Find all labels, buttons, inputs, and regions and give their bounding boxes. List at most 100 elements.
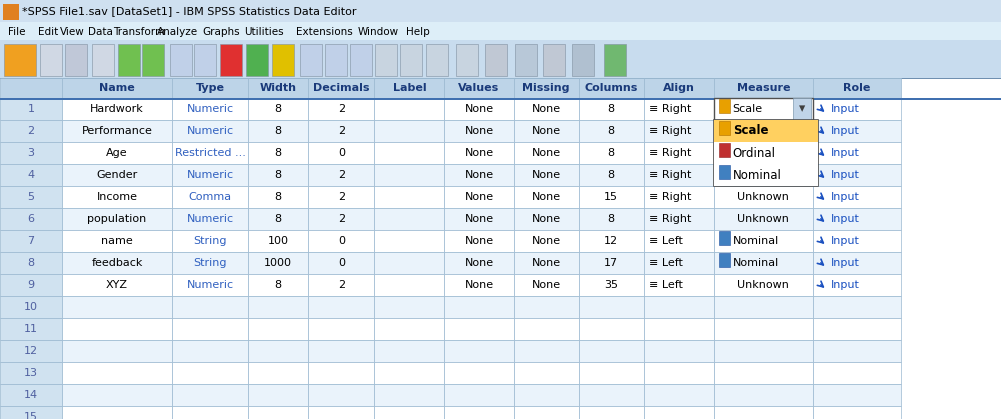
Bar xyxy=(514,340,579,362)
Bar xyxy=(374,164,444,186)
Bar xyxy=(308,296,374,318)
Bar xyxy=(644,406,714,419)
Text: Numeric: Numeric xyxy=(186,214,234,224)
Bar xyxy=(400,44,422,76)
Text: Nominal: Nominal xyxy=(733,236,779,246)
Bar xyxy=(426,44,448,76)
Bar xyxy=(514,318,579,340)
Bar xyxy=(248,296,308,318)
Text: Edit: Edit xyxy=(38,27,58,37)
Text: Performance: Performance xyxy=(82,126,152,136)
Bar xyxy=(444,274,514,296)
Bar xyxy=(719,231,730,245)
Text: Numeric: Numeric xyxy=(186,170,234,180)
Bar xyxy=(248,406,308,419)
Text: Nominal: Nominal xyxy=(733,258,779,268)
Text: Columns: Columns xyxy=(585,83,638,93)
Text: Hardwork: Hardwork xyxy=(90,104,144,114)
Bar xyxy=(813,230,901,252)
Bar xyxy=(813,384,901,406)
Bar xyxy=(172,252,248,274)
Bar xyxy=(719,143,730,157)
Text: Numeric: Numeric xyxy=(186,126,234,136)
Bar xyxy=(444,252,514,274)
Bar xyxy=(0,98,62,120)
Bar xyxy=(719,99,730,113)
Bar xyxy=(444,340,514,362)
Bar xyxy=(579,406,644,419)
Bar xyxy=(514,78,579,98)
Bar xyxy=(485,44,507,76)
Bar xyxy=(714,120,818,142)
Bar xyxy=(514,98,579,120)
Text: None: None xyxy=(532,236,561,246)
Bar xyxy=(374,318,444,340)
Text: 2: 2 xyxy=(337,214,345,224)
Bar xyxy=(172,186,248,208)
Bar xyxy=(579,230,644,252)
Bar xyxy=(579,384,644,406)
Text: Numeric: Numeric xyxy=(186,104,234,114)
Text: ≡ Right: ≡ Right xyxy=(649,126,691,136)
Bar xyxy=(714,120,818,186)
Bar xyxy=(714,98,813,120)
Text: ≡ Right: ≡ Right xyxy=(649,192,691,202)
Bar xyxy=(142,44,164,76)
Bar xyxy=(0,78,1001,79)
Bar xyxy=(444,406,514,419)
Bar xyxy=(172,362,248,384)
Bar xyxy=(374,384,444,406)
Text: *SPSS File1.sav [DataSet1] - IBM SPSS Statistics Data Editor: *SPSS File1.sav [DataSet1] - IBM SPSS St… xyxy=(22,6,356,16)
Bar xyxy=(0,362,62,384)
Text: 2: 2 xyxy=(337,170,345,180)
Bar xyxy=(248,142,308,164)
Text: None: None xyxy=(532,104,561,114)
Bar xyxy=(579,252,644,274)
Bar xyxy=(3,4,19,20)
Bar xyxy=(0,296,62,318)
Text: Nominal: Nominal xyxy=(733,170,779,180)
Bar xyxy=(62,230,172,252)
Bar xyxy=(248,230,308,252)
Text: 8: 8 xyxy=(608,104,615,114)
Bar xyxy=(62,274,172,296)
Bar xyxy=(579,186,644,208)
Bar xyxy=(374,252,444,274)
Text: File: File xyxy=(8,27,25,37)
Bar xyxy=(793,98,811,120)
Bar xyxy=(714,406,813,419)
Text: Numeric: Numeric xyxy=(186,280,234,290)
Bar xyxy=(579,142,644,164)
Text: 14: 14 xyxy=(24,390,38,400)
Text: 9: 9 xyxy=(27,280,35,290)
Text: 15: 15 xyxy=(24,412,38,419)
Bar xyxy=(813,208,901,230)
Bar xyxy=(714,318,813,340)
Bar xyxy=(714,186,813,208)
Bar xyxy=(62,296,172,318)
Bar xyxy=(172,98,248,120)
Text: 8: 8 xyxy=(608,126,615,136)
Text: Transform: Transform xyxy=(113,27,165,37)
Text: Width: Width xyxy=(260,83,296,93)
Text: ≡ Right: ≡ Right xyxy=(649,104,691,114)
Bar xyxy=(579,120,644,142)
Bar xyxy=(172,120,248,142)
Bar xyxy=(248,318,308,340)
Text: None: None xyxy=(532,192,561,202)
Text: None: None xyxy=(532,214,561,224)
Bar xyxy=(579,98,644,120)
Bar xyxy=(172,78,248,98)
Bar xyxy=(248,98,308,120)
Bar xyxy=(572,44,594,76)
Text: Input: Input xyxy=(831,236,860,246)
Text: Data: Data xyxy=(88,27,113,37)
Bar xyxy=(374,296,444,318)
Text: 13: 13 xyxy=(24,368,38,378)
Text: Input: Input xyxy=(831,280,860,290)
Bar xyxy=(579,274,644,296)
Bar xyxy=(514,186,579,208)
Text: Decimals: Decimals xyxy=(313,83,369,93)
Text: Extensions: Extensions xyxy=(296,27,352,37)
Bar xyxy=(374,406,444,419)
